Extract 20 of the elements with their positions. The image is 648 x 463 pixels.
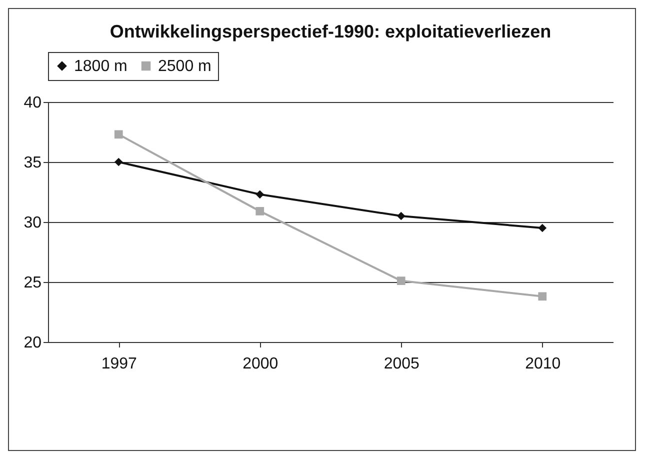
x-tick-label: 1997 <box>101 356 138 372</box>
point <box>396 212 406 220</box>
point <box>114 130 123 139</box>
point <box>114 158 123 166</box>
legend-label: 1800 m <box>74 58 128 75</box>
x-tick-label: 2000 <box>242 356 278 372</box>
point <box>256 190 264 199</box>
point <box>538 292 547 301</box>
point <box>538 224 547 232</box>
y-tick-label: 20 <box>24 334 42 352</box>
chart-title: Ontwikkelingsperspectief-1990: exploitatieverliezen <box>110 22 552 42</box>
x-tick-label: 2005 <box>384 356 420 372</box>
y-tick-label: 40 <box>24 94 42 112</box>
x-tick-label: 2010 <box>525 356 561 372</box>
point <box>396 276 406 285</box>
y-tick-label: 30 <box>24 214 42 232</box>
y-tick-label: 25 <box>24 274 42 292</box>
y-tick-label: 35 <box>24 154 42 172</box>
point <box>256 207 264 216</box>
legend-label: 2500 m <box>158 58 212 75</box>
